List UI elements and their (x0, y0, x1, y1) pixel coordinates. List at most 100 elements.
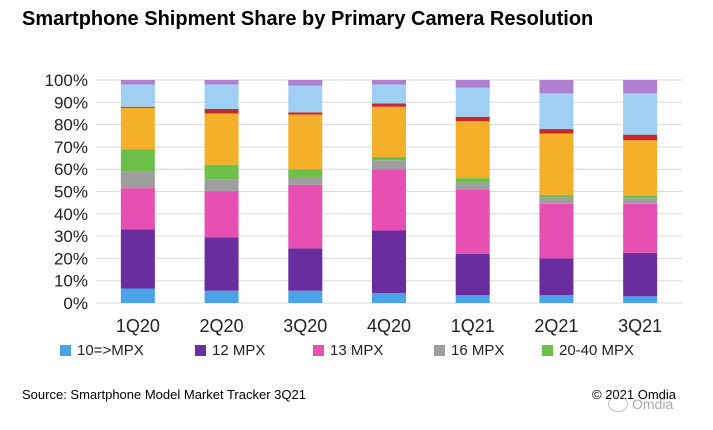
bar-segment (120, 106, 155, 108)
bar-segment (120, 80, 155, 85)
x-tick-label: 3Q20 (283, 316, 327, 336)
bar-segment (288, 290, 323, 303)
legend-label: 20-40 MPX (559, 342, 635, 359)
x-axis-ticks: 1Q20 2Q20 3Q20 4Q20 1Q21 2Q21 3Q21 (116, 316, 662, 336)
y-tick-label: 10% (54, 272, 88, 291)
bar-segment (455, 80, 490, 88)
bar-segment (288, 184, 323, 249)
bar-segment (204, 164, 239, 180)
bar-segment (120, 84, 155, 107)
watermark: Omdia (608, 396, 673, 412)
legend-item: 20-40 MPX (542, 342, 634, 359)
y-tick-label: 90% (54, 93, 88, 112)
bar-segment (288, 177, 323, 185)
y-tick-label: 100% (45, 71, 88, 90)
bar-segment (372, 169, 406, 231)
bar-segment (539, 203, 574, 259)
bar-segment (539, 129, 574, 134)
bar-segment (623, 140, 658, 196)
bar-segment (539, 295, 574, 303)
bar-segment (372, 160, 406, 170)
bar-segment (372, 84, 406, 104)
bar-segment (120, 171, 155, 189)
bar-segment (120, 188, 155, 230)
x-tick-label: 1Q21 (451, 316, 495, 336)
bar-segment (623, 296, 658, 303)
bar-segment (372, 230, 406, 293)
wechat-icon (608, 396, 628, 412)
x-tick-label: 3Q21 (618, 316, 662, 336)
bar-segment (204, 179, 239, 192)
legend-swatch (542, 345, 553, 356)
bar-segment (120, 107, 155, 150)
bar-segment (372, 156, 406, 161)
x-tick-label: 4Q20 (367, 316, 411, 336)
bar-segment (120, 229, 155, 289)
bar-segment (539, 258, 574, 296)
x-tick-label: 2Q20 (200, 316, 244, 336)
legend-swatch (434, 345, 445, 356)
legend-swatch (195, 345, 206, 356)
bar-segment (539, 80, 574, 94)
bar-segment (372, 80, 406, 85)
bar-segment (288, 80, 323, 86)
chart-title: Smartphone Shipment Share by Primary Cam… (22, 8, 594, 30)
y-tick-label: 80% (54, 116, 88, 135)
bar-segment (372, 106, 406, 157)
legend-item: 12 MPX (195, 342, 265, 359)
bar-segment (204, 191, 239, 238)
bar-segment (204, 290, 239, 303)
legend-item: 16 MPX (434, 342, 504, 359)
bar-segment (455, 253, 490, 296)
bar-segment (539, 133, 574, 195)
bar-segment (204, 113, 239, 165)
legend-item: 13 MPX (313, 342, 383, 359)
y-tick-label: 50% (54, 183, 88, 202)
y-tick-label: 60% (54, 160, 88, 179)
bar-segment (204, 84, 239, 109)
y-tick-label: 70% (54, 138, 88, 157)
bar-segment (623, 195, 658, 199)
bar-segment (455, 116, 490, 122)
legend-label: 16 MPX (451, 342, 505, 359)
bar-segment (204, 80, 239, 85)
legend: 10=>MPX 12 MPX 13 MPX 16 MPX 20-40 MPX (60, 342, 700, 366)
legend-item: 10=>MPX (60, 342, 144, 359)
x-tick-label: 1Q20 (116, 316, 160, 336)
legend-swatch (313, 345, 324, 356)
bar-segment (288, 114, 323, 170)
bar-segment (455, 295, 490, 303)
bar-segment (623, 93, 658, 135)
bar-segment (539, 93, 574, 130)
bar-segment (288, 169, 323, 178)
bar-segment (623, 80, 658, 94)
y-tick-label: 40% (54, 205, 88, 224)
bar-segment (120, 149, 155, 172)
bar-segment (455, 87, 490, 117)
bar-segment (288, 112, 323, 115)
bar-segment (120, 288, 155, 303)
bar-segment (623, 203, 658, 253)
bar-segment (455, 121, 490, 179)
x-tick-label: 2Q21 (534, 316, 578, 336)
legend-swatch (60, 345, 71, 356)
bars (120, 80, 658, 303)
bar-segment (623, 134, 658, 141)
bar-segment (288, 85, 323, 113)
y-tick-label: 0% (63, 294, 88, 313)
legend-label: 12 MPX (212, 342, 266, 359)
bar-segment (288, 248, 323, 291)
stacked-bar-chart: 0% 10% 20% 30% 40% 50% 60% 70% 80% 90% 100% 1Q20 2Q… (45, 71, 682, 336)
y-tick-label: 30% (54, 227, 88, 246)
bar-segment (623, 252, 658, 297)
bar-segment (455, 189, 490, 254)
bar-segment (623, 198, 658, 204)
bar-segment (204, 108, 239, 114)
watermark-text: Omdia (632, 396, 674, 412)
bar-segment (204, 237, 239, 291)
bar-segment (539, 197, 574, 204)
bar-segment (455, 178, 490, 183)
bar-segment (372, 103, 406, 107)
y-tick-label: 20% (54, 249, 88, 268)
legend-label: 13 MPX (330, 342, 384, 359)
